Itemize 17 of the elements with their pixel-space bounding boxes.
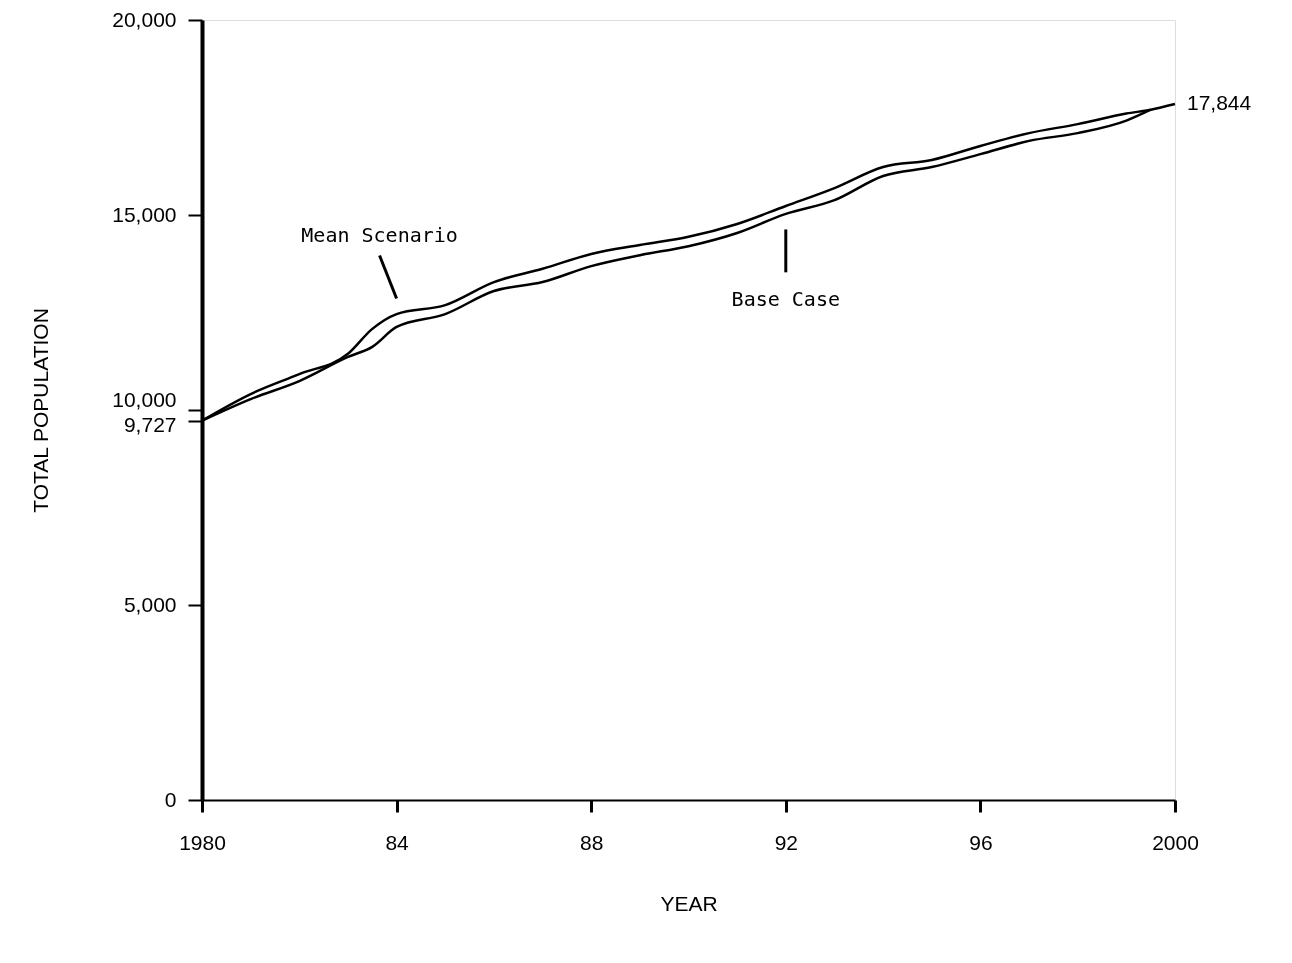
y-tick-label: 9,727: [123, 413, 177, 437]
x-tick-label: 88: [580, 830, 604, 854]
x-tick-label: 84: [385, 830, 410, 854]
annotation: 17,844: [1187, 91, 1252, 115]
y-tick-label: 5,000: [123, 592, 177, 616]
legend-label: Base Case: [731, 287, 840, 312]
x-axis-title: YEAR: [660, 891, 718, 915]
x-tick-label: 2000: [1152, 830, 1199, 854]
y-tick-label: 0: [164, 787, 177, 811]
text: Mean Scenario: [301, 222, 458, 247]
x-tick-label: 96: [969, 830, 993, 854]
y-tick-label: 20,000: [112, 7, 177, 31]
x-tick-label: 1980: [179, 830, 226, 854]
x-tick-label: 92: [774, 830, 798, 854]
y-axis-title: TOTAL POPULATION: [29, 308, 53, 513]
y-tick-label: 15,000: [112, 202, 177, 226]
y-tick-label: 10,000: [112, 387, 177, 411]
